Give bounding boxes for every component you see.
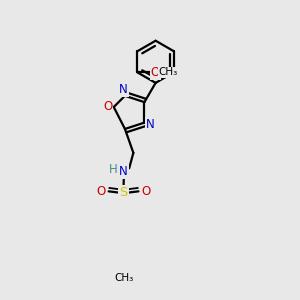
Text: N: N (119, 165, 128, 178)
Text: N: N (146, 118, 155, 130)
Text: N: N (119, 83, 128, 96)
Text: O: O (96, 185, 106, 198)
Text: H: H (109, 163, 118, 176)
Text: S: S (119, 186, 128, 199)
Text: CH₃: CH₃ (114, 274, 133, 284)
Text: O: O (150, 66, 160, 79)
Text: O: O (141, 185, 151, 198)
Text: O: O (103, 100, 112, 113)
Text: CH₃: CH₃ (159, 67, 178, 77)
